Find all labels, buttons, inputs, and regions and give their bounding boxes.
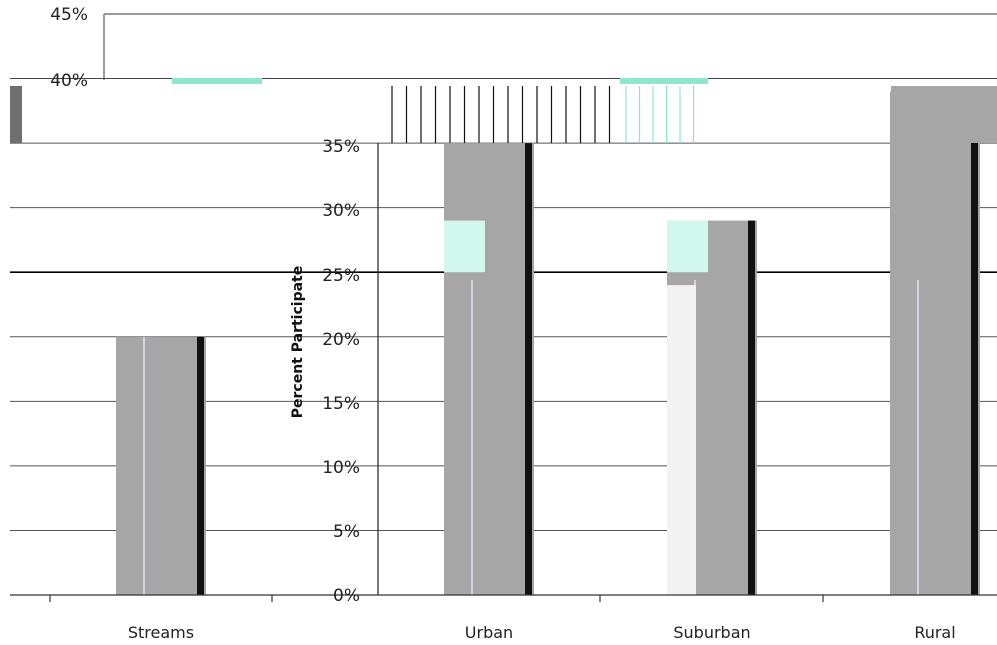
bar-shadow-rural (971, 143, 978, 595)
teal-strip-1 (620, 78, 708, 84)
suburban-light-segment (667, 285, 696, 595)
highlight-urban (444, 221, 485, 273)
y-tick-label: 35% (322, 137, 360, 157)
bar-streams (116, 337, 206, 595)
x-tick-label-streams: Streams (128, 623, 194, 642)
bar-shadow-urban (525, 143, 532, 595)
y-tick-label: 15% (322, 394, 360, 414)
bar-urban (444, 143, 534, 595)
bar-shadow-streams (197, 337, 204, 595)
y-tick-label: 40% (50, 71, 88, 91)
teal-strip-0 (172, 78, 262, 84)
y-tick-label: 30% (322, 201, 360, 221)
artifact-left-strip (10, 86, 22, 143)
x-tick-label-rural: Rural (914, 623, 955, 642)
bar-rural (890, 91, 980, 595)
x-tick-label-urban: Urban (465, 623, 513, 642)
highlight-suburban (667, 221, 708, 273)
y-tick-label: 45% (50, 5, 88, 25)
y-tick-label: 20% (322, 330, 360, 350)
y-tick-label: 0% (333, 586, 360, 606)
bar-shadow-suburban (748, 221, 755, 595)
y-axis-title: Percent Participate (290, 266, 306, 418)
artifact-right-block (891, 86, 997, 143)
y-tick-label: 10% (322, 458, 360, 478)
y-tick-label: 25% (322, 266, 360, 286)
y-tick-label: 5% (333, 522, 360, 542)
x-tick-label-suburban: Suburban (673, 623, 750, 642)
